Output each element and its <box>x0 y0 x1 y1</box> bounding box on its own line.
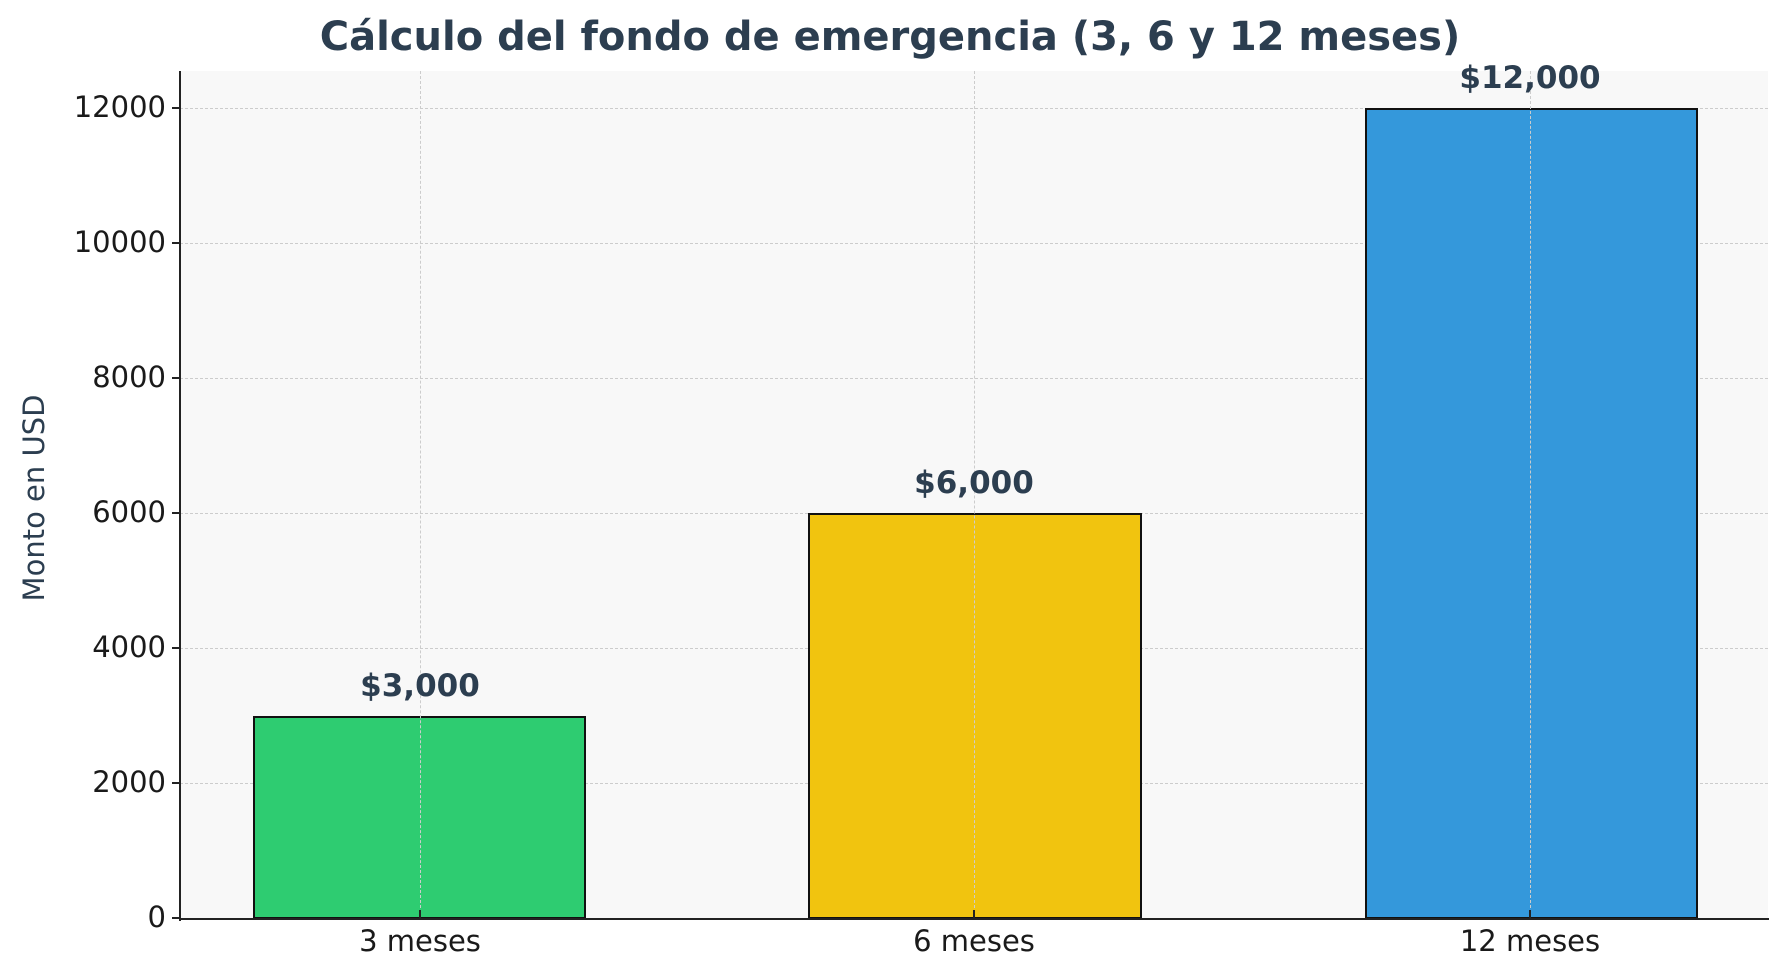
y-tick <box>172 917 180 919</box>
bar-value-label: $12,000 <box>1459 60 1601 96</box>
gridline-x-12-meses <box>1530 71 1531 918</box>
x-tick <box>419 910 421 918</box>
y-tick <box>172 512 180 514</box>
y-tick-label: 12000 <box>73 90 166 124</box>
y-tick-label: 4000 <box>92 630 166 664</box>
bar-value-label: $6,000 <box>914 465 1034 501</box>
x-tick <box>973 910 975 918</box>
y-tick-label: 8000 <box>92 360 166 394</box>
gridline-x-6-meses <box>974 71 975 918</box>
bar-value-label: $3,000 <box>360 668 480 704</box>
y-tick-label: 0 <box>147 900 166 934</box>
y-axis <box>179 71 181 921</box>
y-tick <box>172 782 180 784</box>
bar-6-meses <box>808 513 1142 919</box>
y-axis-label: Monto en USD <box>17 394 51 602</box>
bar-3-meses <box>253 716 586 919</box>
bar-12-meses <box>1365 108 1698 919</box>
gridline-x-3-meses <box>420 71 421 918</box>
x-tick-label: 12 meses <box>1459 924 1601 958</box>
y-tick-label: 6000 <box>92 495 166 529</box>
x-tick <box>1529 910 1531 918</box>
y-tick-label: 2000 <box>92 765 166 799</box>
y-tick <box>172 107 180 109</box>
x-tick-label: 6 meses <box>913 924 1035 958</box>
y-tick-label: 10000 <box>73 225 166 259</box>
chart-title: Cálculo del fondo de emergencia (3, 6 y … <box>319 14 1461 60</box>
y-tick <box>172 377 180 379</box>
y-tick <box>172 647 180 649</box>
x-tick-label: 3 meses <box>359 924 481 958</box>
y-tick <box>172 242 180 244</box>
x-axis <box>179 918 1769 920</box>
